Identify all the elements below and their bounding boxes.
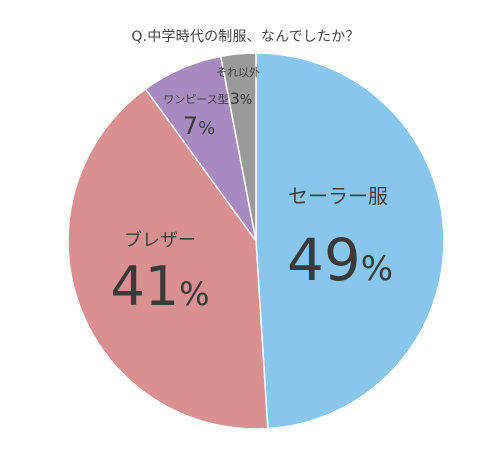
slice-value-other: 3% (230, 89, 253, 108)
slice-value-seira: 49% (287, 226, 393, 294)
slice-label-other: それ以外 (216, 66, 260, 79)
pie-slice-other (219, 52, 257, 242)
slice-label-onepiece: ワンピース型 (163, 92, 228, 106)
chart-title: Q.中学時代の制服、なんでしたか？ (131, 29, 360, 45)
pie-slice-blazer (67, 87, 269, 430)
slice-label-blazer: ブレザー (124, 229, 196, 251)
pie-slice-seira (255, 52, 445, 430)
slice-value-blazer: 41% (110, 255, 209, 318)
slice-value-onepiece: 7% (183, 112, 215, 140)
slice-label-seira: セーラー服 (288, 184, 388, 208)
